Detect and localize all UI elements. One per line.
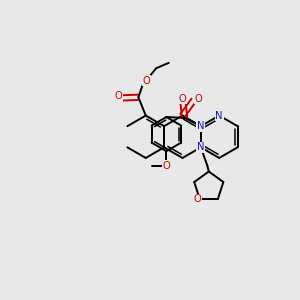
Text: O: O (114, 92, 122, 101)
Text: O: O (179, 94, 187, 104)
Text: O: O (163, 161, 170, 171)
Text: O: O (194, 94, 202, 104)
Text: N: N (197, 121, 205, 131)
Text: O: O (142, 76, 150, 85)
Text: N: N (197, 142, 205, 152)
Text: N: N (215, 110, 223, 121)
Text: O: O (194, 194, 201, 204)
